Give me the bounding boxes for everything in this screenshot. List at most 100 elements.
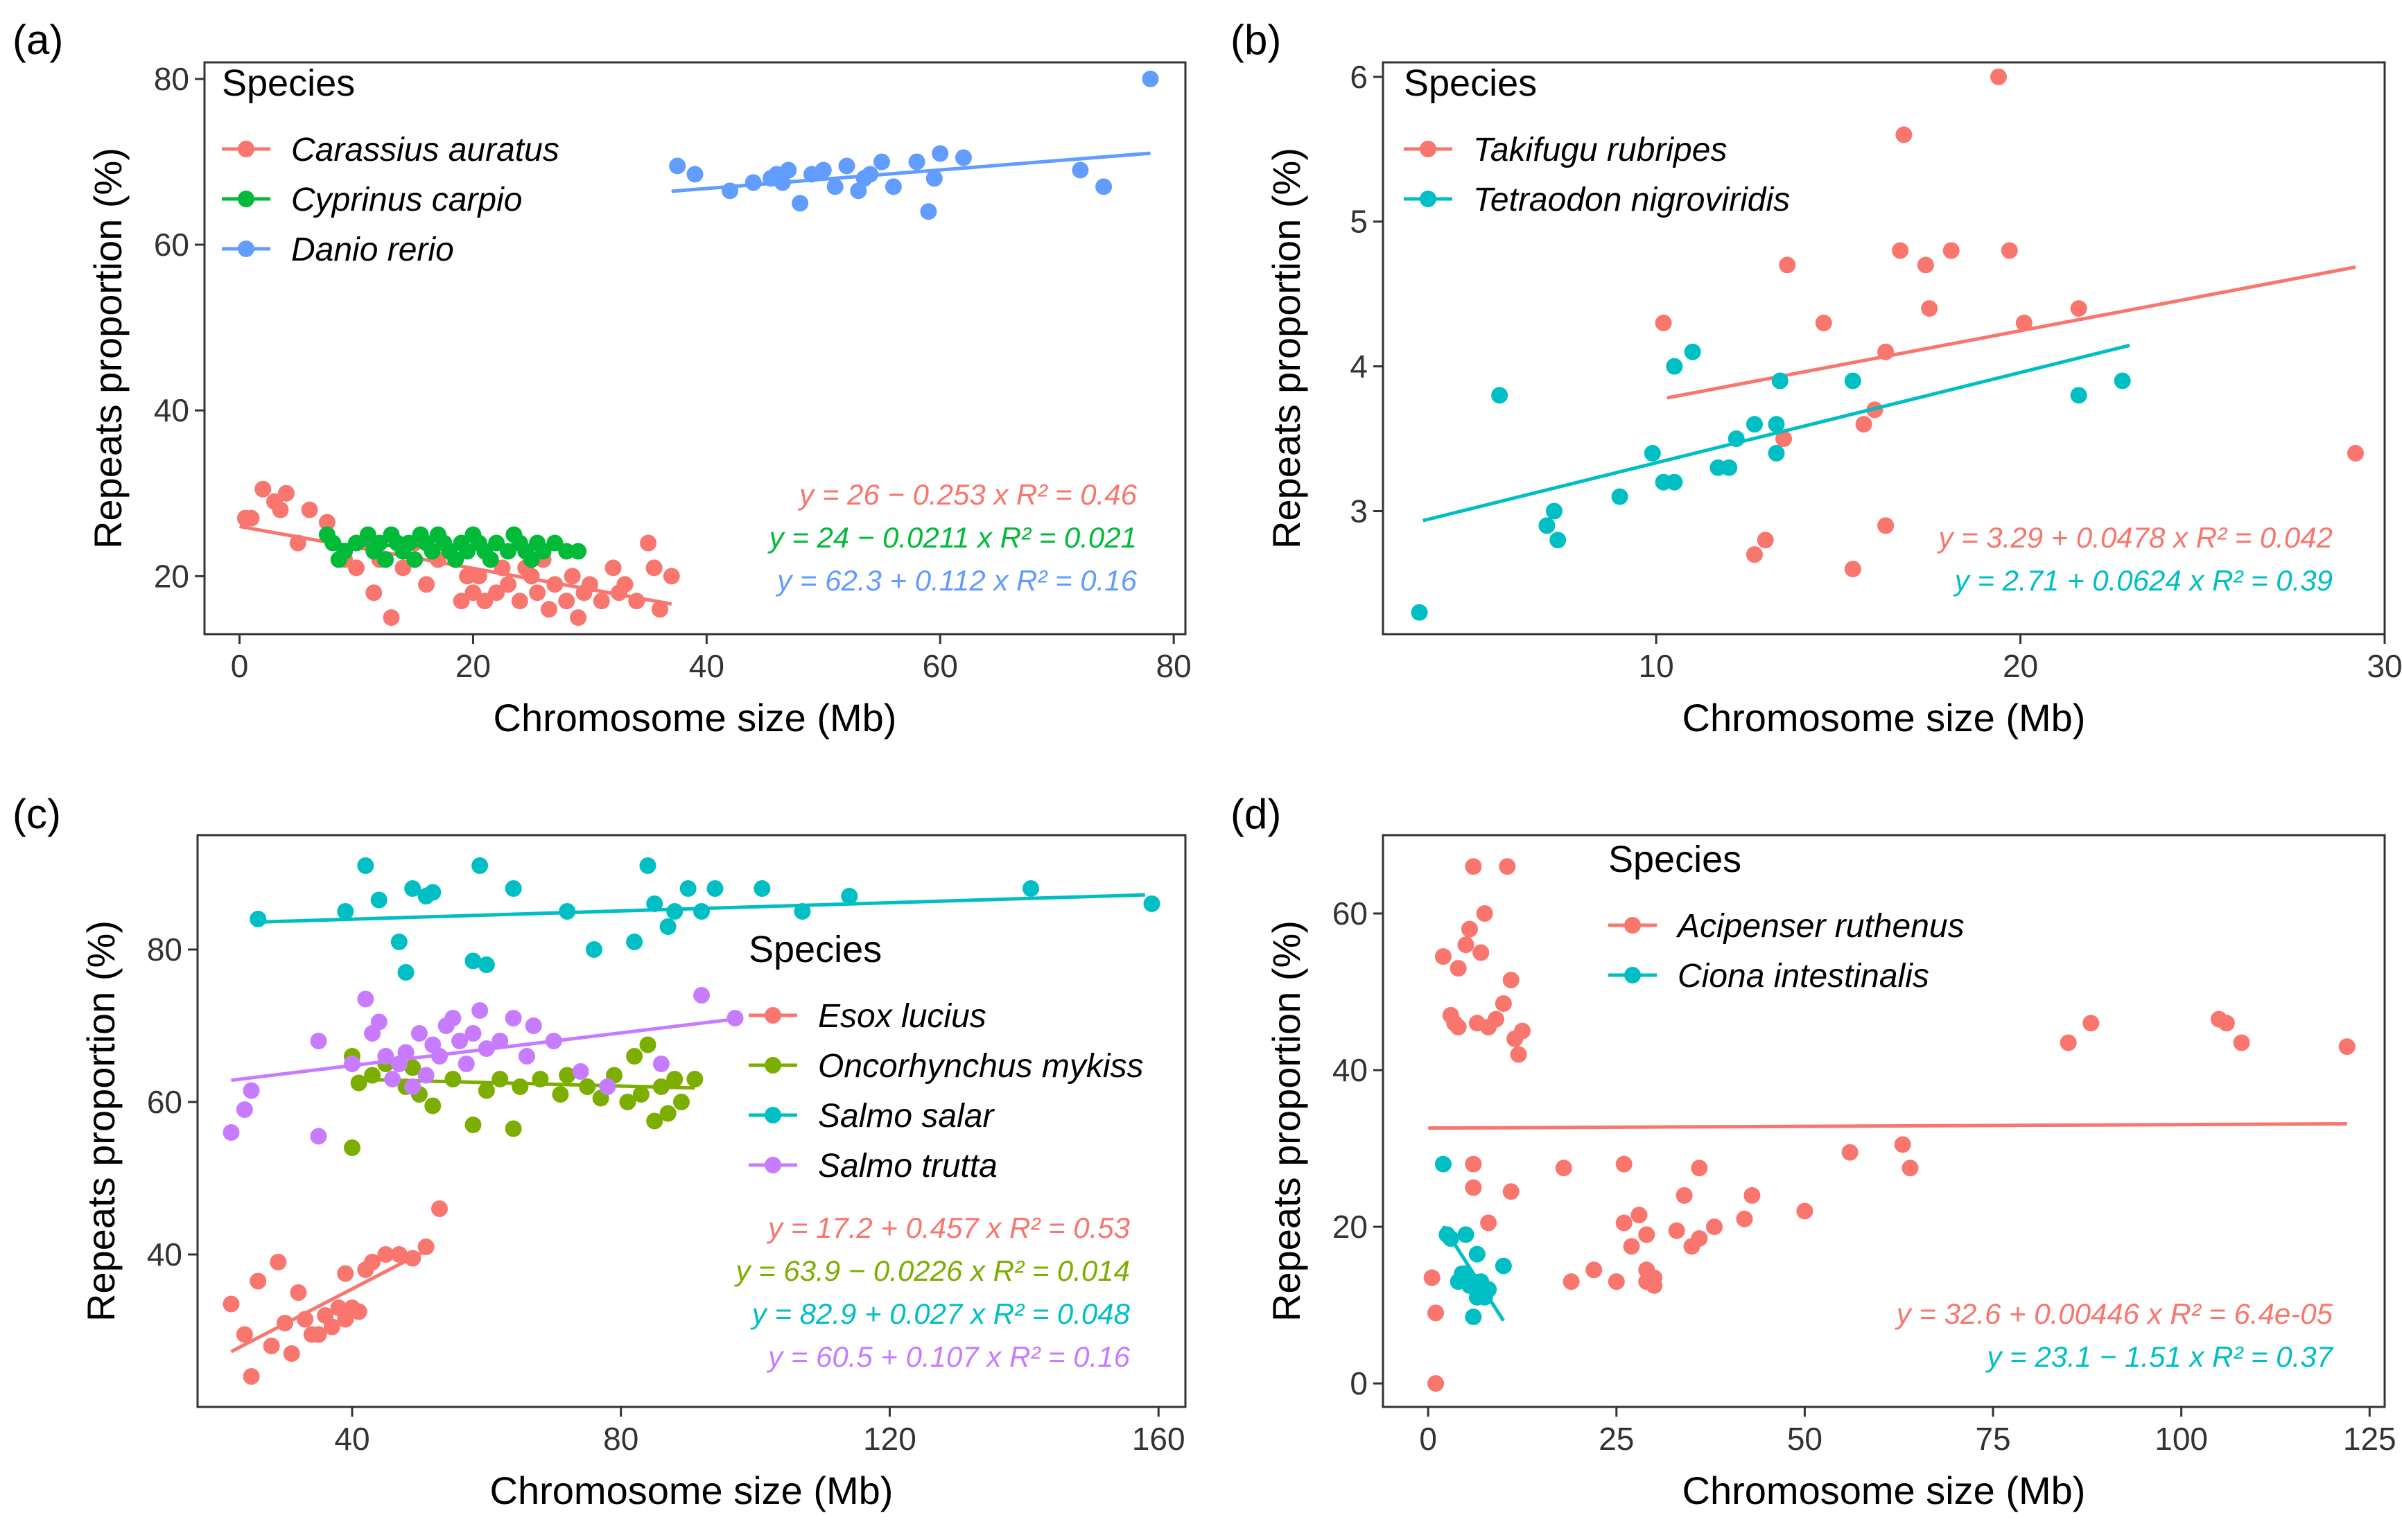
legend-title: Species [749,929,882,970]
data-point [558,593,575,610]
regression-equation: y = 32.6 + 0.00446 x R² = 6.4e-05 [1895,1297,2333,1330]
y-tick-label: 20 [1332,1209,1368,1245]
data-point [1691,1160,1708,1177]
data-point [1646,1277,1663,1294]
data-point [659,1105,677,1122]
data-point [1768,444,1785,462]
data-point [1427,1304,1445,1322]
x-tick-label: 40 [689,648,724,684]
data-point [1427,1375,1445,1392]
data-point [2218,1015,2235,1032]
data-point [2082,1015,2100,1032]
data-point [1022,880,1040,897]
data-point [357,990,374,1008]
series-esox-lucius [223,1200,448,1385]
data-point [826,178,844,195]
data-point [290,1284,307,1301]
data-point [301,501,318,518]
legend-key-point [238,240,254,257]
data-point [1495,995,1512,1012]
y-tick-label: 40 [154,392,189,428]
data-point [570,609,587,627]
data-point [1450,1018,1467,1035]
data-point [464,1117,482,1133]
data-point [693,987,711,1004]
data-point [424,1097,442,1114]
data-point [2338,1038,2356,1056]
data-point [404,880,421,897]
data-point [2001,242,2018,259]
data-point [616,576,634,593]
data-point [464,584,482,602]
data-point [1855,416,1872,433]
data-point [523,551,540,568]
data-point [1502,972,1520,989]
regression-equation: y = 82.9 + 0.027 x R² = 0.048 [750,1297,1131,1330]
data-point [318,514,336,531]
data-point [841,888,858,904]
legend-key-point [1420,191,1436,207]
data-point [459,568,476,585]
y-tick-label: 3 [1350,493,1368,529]
series-tetraodon-nigroviridis [1411,343,2131,621]
data-point [323,1318,340,1336]
data-point [417,1067,435,1084]
y-tick-label: 20 [154,558,189,594]
x-axis-title: Chromosome size (Mb) [494,696,897,740]
data-point [1457,1226,1474,1243]
data-point [236,1101,253,1118]
data-point [377,1246,394,1263]
data-point [686,166,704,183]
data-point [604,559,622,577]
regression-equation: y = 62.3 + 0.112 x R² = 0.16 [775,564,1137,597]
data-point [754,880,771,897]
data-point [1513,1022,1531,1040]
data-point [1549,532,1567,549]
data-point [1721,459,1738,476]
y-axis-title: Repeats proportion (%) [1264,920,1308,1322]
legend-key-point [765,1107,781,1123]
data-point [310,1326,327,1343]
legend-key-point [238,141,254,157]
data-point [1468,1245,1486,1263]
data-point [1844,561,1861,578]
data-point [1411,604,1428,621]
data-point [2070,387,2087,404]
data-point [336,543,354,560]
data-point [1630,1207,1648,1224]
data-point [666,903,684,920]
data-point [1666,358,1683,375]
data-point [1895,126,1913,143]
panel-tag: (a) [12,17,63,63]
data-point [1676,1187,1693,1204]
data-point [243,1368,260,1385]
x-tick-label: 20 [2003,648,2038,684]
data-point [1502,1183,1520,1200]
series-salmo-salar [250,857,1160,981]
data-point [2015,314,2033,331]
data-point [397,1044,415,1061]
y-tick-label: 40 [147,1236,182,1272]
x-tick-label: 120 [863,1421,916,1457]
legend-label: Esox lucius [818,998,986,1035]
data-point [593,593,610,610]
data-point [1423,1269,1441,1286]
data-point [1615,1155,1633,1173]
data-point [478,1082,495,1099]
data-point [640,534,657,552]
data-point [706,880,724,897]
data-point [599,1078,616,1095]
data-point [1608,1273,1625,1290]
data-point [390,934,408,950]
data-point [1921,300,1938,317]
regression-equation: y = 24 − 0.0211 x R² = 0.021 [767,521,1137,554]
data-point [451,1033,469,1049]
data-point [1472,944,1490,961]
legend-label: Tetraodon nigroviridis [1473,182,1790,218]
data-point [447,551,464,568]
data-point [1465,1309,1482,1326]
data-point [1844,372,1861,390]
data-point [1487,1010,1504,1028]
data-point [1841,1144,1859,1161]
y-axis-title: Repeats proportion (%) [86,148,130,549]
